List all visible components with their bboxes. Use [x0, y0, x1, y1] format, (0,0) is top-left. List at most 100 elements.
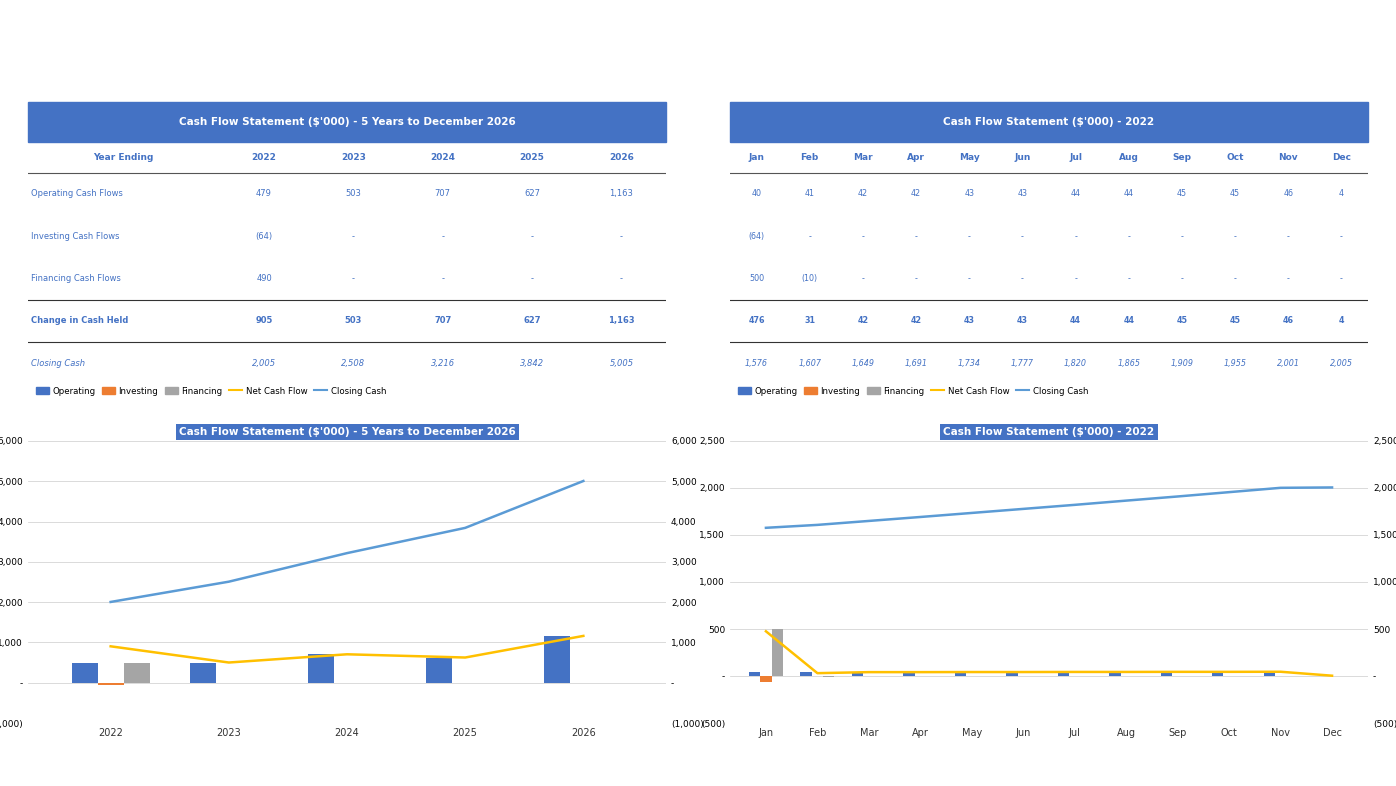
Text: 3,216: 3,216 — [431, 358, 455, 368]
Bar — [761, 676, 772, 682]
Text: (10): (10) — [801, 274, 818, 283]
Text: 42: 42 — [857, 189, 868, 198]
Text: Investing Cash Flows: Investing Cash Flows — [31, 232, 120, 241]
Text: -: - — [1234, 274, 1237, 283]
Bar — [1160, 672, 1173, 676]
Text: -: - — [1020, 274, 1023, 283]
Text: 905: 905 — [255, 317, 272, 325]
Text: 1,865: 1,865 — [1117, 358, 1141, 368]
Title: Cash Flow Statement ($'000) - 5 Years to December 2026: Cash Flow Statement ($'000) - 5 Years to… — [179, 428, 515, 437]
Text: Change in Cash Held: Change in Cash Held — [31, 317, 128, 325]
Text: 2,508: 2,508 — [342, 358, 366, 368]
Text: Closing Cash: Closing Cash — [31, 358, 85, 368]
Text: 44: 44 — [1124, 317, 1135, 325]
Text: -: - — [967, 232, 970, 241]
Text: 476: 476 — [748, 317, 765, 325]
Bar — [124, 663, 149, 683]
Text: 45: 45 — [1230, 317, 1241, 325]
Text: 45: 45 — [1177, 317, 1188, 325]
Text: 2023: 2023 — [341, 152, 366, 162]
Text: 44: 44 — [1124, 189, 1134, 198]
Text: -: - — [352, 232, 355, 241]
Text: 2025: 2025 — [519, 152, 544, 162]
FancyBboxPatch shape — [28, 102, 666, 141]
Text: -: - — [1020, 232, 1023, 241]
Text: 5,005: 5,005 — [610, 358, 634, 368]
Text: 2024: 2024 — [430, 152, 455, 162]
Text: 43: 43 — [965, 189, 974, 198]
Text: -: - — [441, 232, 444, 241]
Text: Jul: Jul — [1069, 152, 1082, 162]
Text: -: - — [914, 232, 917, 241]
Text: 42: 42 — [857, 317, 868, 325]
Text: -: - — [914, 274, 917, 283]
Text: -: - — [1074, 274, 1078, 283]
Text: 627: 627 — [524, 189, 540, 198]
Text: 1,909: 1,909 — [1170, 358, 1194, 368]
Text: Cash Flow Statement ($'000) - 5 Years to December 2026: Cash Flow Statement ($'000) - 5 Years to… — [179, 117, 515, 127]
Text: -: - — [1128, 274, 1131, 283]
Text: 1,163: 1,163 — [609, 317, 635, 325]
Text: 1,163: 1,163 — [610, 189, 634, 198]
Legend: Operating, Investing, Financing, Net Cash Flow, Closing Cash: Operating, Investing, Financing, Net Cas… — [734, 383, 1092, 399]
Text: -: - — [1128, 232, 1131, 241]
Text: 707: 707 — [434, 189, 451, 198]
Text: 1,649: 1,649 — [852, 358, 874, 368]
Text: Sep: Sep — [1173, 152, 1191, 162]
Text: 46: 46 — [1283, 189, 1293, 198]
Text: 2,005: 2,005 — [1330, 358, 1353, 368]
Text: -: - — [530, 232, 533, 241]
Text: 44: 44 — [1071, 317, 1081, 325]
Text: 1,777: 1,777 — [1011, 358, 1034, 368]
Text: Apr: Apr — [907, 152, 926, 162]
Text: 490: 490 — [257, 274, 272, 283]
Text: Financing Cash Flows: Financing Cash Flows — [31, 274, 121, 283]
Bar — [71, 663, 98, 683]
Text: 1,734: 1,734 — [958, 358, 981, 368]
Text: Mar: Mar — [853, 152, 872, 162]
Text: 2022: 2022 — [251, 152, 276, 162]
Bar — [1212, 672, 1223, 676]
Bar — [309, 654, 334, 683]
Text: May: May — [959, 152, 980, 162]
Text: -: - — [1181, 274, 1184, 283]
Text: 42: 42 — [912, 189, 921, 198]
Text: 4: 4 — [1339, 189, 1344, 198]
Text: -: - — [861, 232, 864, 241]
Text: -: - — [1181, 232, 1184, 241]
Text: -: - — [808, 232, 811, 241]
Text: 2,005: 2,005 — [253, 358, 276, 368]
Text: 44: 44 — [1071, 189, 1081, 198]
Text: -: - — [1074, 232, 1078, 241]
Text: 1,576: 1,576 — [745, 358, 768, 368]
Text: 1,820: 1,820 — [1064, 358, 1087, 368]
Bar — [426, 658, 452, 683]
Text: Year Ending: Year Ending — [94, 152, 154, 162]
Bar — [190, 663, 216, 683]
Text: 41: 41 — [804, 189, 815, 198]
Text: 4: 4 — [1339, 317, 1344, 325]
Text: 45: 45 — [1177, 189, 1187, 198]
Text: Dec: Dec — [1332, 152, 1351, 162]
Bar — [1263, 672, 1275, 676]
Text: 43: 43 — [1016, 317, 1027, 325]
Bar — [800, 672, 811, 676]
Title: Cash Flow Statement ($'000) - 2022: Cash Flow Statement ($'000) - 2022 — [944, 428, 1154, 437]
Legend: Operating, Investing, Financing, Net Cash Flow, Closing Cash: Operating, Investing, Financing, Net Cas… — [32, 383, 389, 399]
Text: -: - — [620, 232, 623, 241]
Text: 503: 503 — [345, 189, 362, 198]
Text: -: - — [1287, 274, 1290, 283]
Text: 1,955: 1,955 — [1224, 358, 1247, 368]
Bar — [1110, 672, 1121, 676]
Text: 2,001: 2,001 — [1277, 358, 1300, 368]
Text: 500: 500 — [748, 274, 764, 283]
Bar — [903, 672, 914, 676]
Text: -: - — [1340, 232, 1343, 241]
Text: 1,691: 1,691 — [905, 358, 927, 368]
Text: 45: 45 — [1230, 189, 1240, 198]
Text: -: - — [530, 274, 533, 283]
Bar — [748, 672, 761, 676]
Text: Jun: Jun — [1015, 152, 1030, 162]
Text: 40: 40 — [751, 189, 761, 198]
Text: 46: 46 — [1283, 317, 1294, 325]
